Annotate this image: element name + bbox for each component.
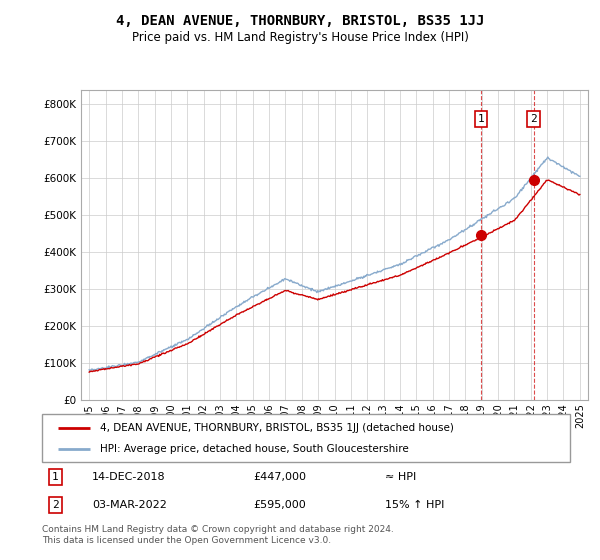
Text: 1: 1 <box>52 472 59 482</box>
Text: 2: 2 <box>52 500 59 510</box>
Text: 2: 2 <box>530 114 537 124</box>
Text: Price paid vs. HM Land Registry's House Price Index (HPI): Price paid vs. HM Land Registry's House … <box>131 31 469 44</box>
Text: 4, DEAN AVENUE, THORNBURY, BRISTOL, BS35 1JJ (detached house): 4, DEAN AVENUE, THORNBURY, BRISTOL, BS35… <box>100 423 454 433</box>
Text: £447,000: £447,000 <box>253 472 306 482</box>
Text: Contains HM Land Registry data © Crown copyright and database right 2024.
This d: Contains HM Land Registry data © Crown c… <box>42 525 394 545</box>
Text: HPI: Average price, detached house, South Gloucestershire: HPI: Average price, detached house, Sout… <box>100 444 409 454</box>
Text: 14-DEC-2018: 14-DEC-2018 <box>92 472 166 482</box>
Text: 15% ↑ HPI: 15% ↑ HPI <box>385 500 445 510</box>
Text: £595,000: £595,000 <box>253 500 306 510</box>
Text: 1: 1 <box>478 114 484 124</box>
FancyBboxPatch shape <box>42 414 570 462</box>
Text: 03-MAR-2022: 03-MAR-2022 <box>92 500 167 510</box>
Text: ≈ HPI: ≈ HPI <box>385 472 416 482</box>
Text: 4, DEAN AVENUE, THORNBURY, BRISTOL, BS35 1JJ: 4, DEAN AVENUE, THORNBURY, BRISTOL, BS35… <box>116 14 484 28</box>
